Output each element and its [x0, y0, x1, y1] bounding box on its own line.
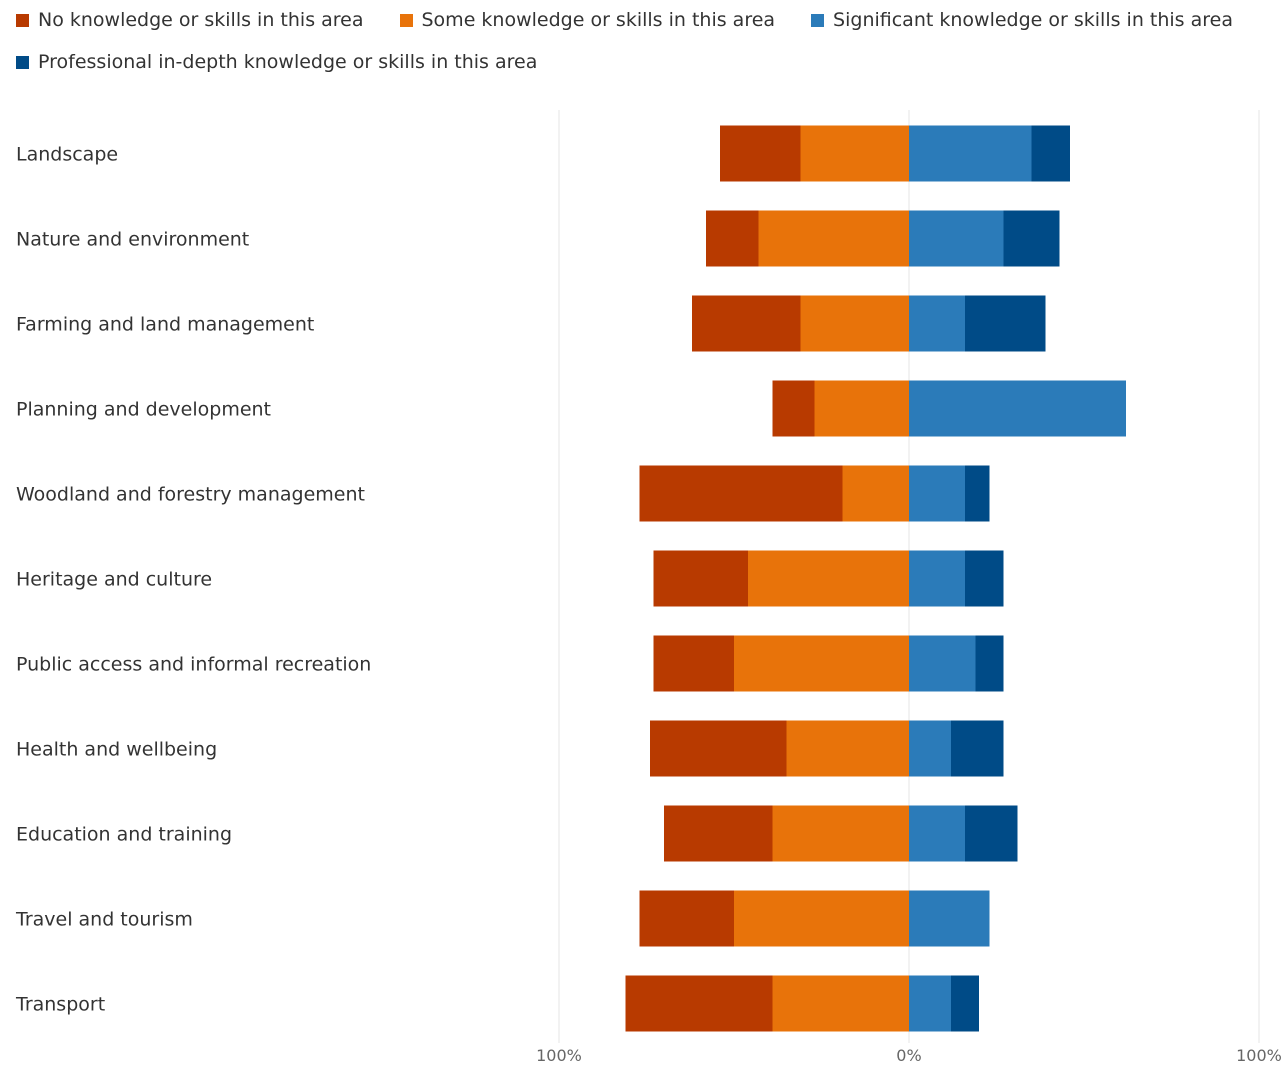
- category-label: Farming and land management: [16, 314, 314, 336]
- legend-swatch-some-knowledge: [399, 13, 413, 27]
- bar-segment-series-0-row-6[interactable]: [653, 635, 735, 692]
- bar-segment-series-1-row-2[interactable]: [800, 295, 910, 352]
- bar-segment-series-2-row-1[interactable]: [909, 210, 1004, 267]
- category-label: Heritage and culture: [16, 569, 212, 591]
- bar-segment-series-0-row-3[interactable]: [772, 380, 815, 437]
- bar-layer: [625, 125, 1126, 1032]
- legend-label-significant-knowledge: Significant knowledge or skills in this …: [833, 9, 1233, 31]
- bar-segment-series-3-row-10[interactable]: [951, 975, 979, 1032]
- category-label: Transport: [15, 994, 105, 1016]
- bar-segment-series-1-row-5[interactable]: [748, 550, 909, 607]
- bar-segment-series-2-row-4[interactable]: [909, 465, 965, 522]
- bar-segment-series-2-row-8[interactable]: [909, 805, 965, 862]
- bar-segment-series-2-row-2[interactable]: [909, 295, 965, 352]
- bar-segment-series-3-row-1[interactable]: [1003, 210, 1060, 267]
- bar-segment-series-3-row-4[interactable]: [965, 465, 990, 522]
- legend-label-no-knowledge: No knowledge or skills in this area: [38, 9, 364, 31]
- bar-segment-series-3-row-0[interactable]: [1031, 125, 1071, 182]
- category-label: Public access and informal recreation: [16, 654, 371, 676]
- legend-item-professional-knowledge[interactable]: Professional in-depth knowledge or skill…: [16, 51, 537, 73]
- legend-label-some-knowledge: Some knowledge or skills in this area: [421, 9, 776, 31]
- bar-segment-series-1-row-1[interactable]: [758, 210, 910, 267]
- bar-segment-series-2-row-5[interactable]: [909, 550, 965, 607]
- bar-segment-series-3-row-8[interactable]: [965, 805, 1018, 862]
- bar-segment-series-3-row-7[interactable]: [951, 720, 1004, 777]
- bar-segment-series-3-row-6[interactable]: [975, 635, 1004, 692]
- chart-legend: No knowledge or skills in this area Some…: [16, 6, 1276, 90]
- bar-segment-series-0-row-8[interactable]: [664, 805, 773, 862]
- category-label: Woodland and forestry management: [16, 484, 365, 506]
- bar-segment-series-1-row-3[interactable]: [814, 380, 910, 437]
- bar-segment-series-0-row-10[interactable]: [625, 975, 773, 1032]
- category-label: Health and wellbeing: [16, 739, 217, 761]
- legend-item-some-knowledge[interactable]: Some knowledge or skills in this area: [399, 9, 776, 31]
- legend-swatch-professional-knowledge: [16, 55, 29, 69]
- legend-item-no-knowledge[interactable]: No knowledge or skills in this area: [16, 9, 364, 31]
- legend-row-2: Professional in-depth knowledge or skill…: [16, 48, 1276, 76]
- bar-segment-series-2-row-3[interactable]: [909, 380, 1126, 437]
- legend-label-professional-knowledge: Professional in-depth knowledge or skill…: [38, 51, 538, 73]
- bar-segment-series-2-row-6[interactable]: [909, 635, 976, 692]
- bar-segment-series-1-row-10[interactable]: [772, 975, 910, 1032]
- x-tick-label: 0%: [896, 1046, 921, 1065]
- bar-segment-series-0-row-0[interactable]: [720, 125, 801, 182]
- category-label-layer: Landscape Nature and environment Farming a…: [15, 144, 371, 1016]
- category-label: Travel and tourism: [15, 909, 193, 931]
- bar-segment-series-1-row-0[interactable]: [800, 125, 910, 182]
- bar-segment-series-0-row-9[interactable]: [639, 890, 735, 947]
- bar-segment-series-0-row-2[interactable]: [692, 295, 801, 352]
- bar-segment-series-1-row-9[interactable]: [734, 890, 909, 947]
- tick-label-layer: 100% 0% 100%: [536, 1046, 1282, 1065]
- category-label: Planning and development: [16, 399, 271, 421]
- bar-segment-series-2-row-7[interactable]: [909, 720, 951, 777]
- x-tick-label: 100%: [536, 1046, 582, 1065]
- bar-segment-series-0-row-7[interactable]: [650, 720, 787, 777]
- legend-swatch-significant-knowledge: [811, 13, 825, 27]
- bar-segment-series-1-row-7[interactable]: [786, 720, 910, 777]
- bar-segment-series-1-row-8[interactable]: [772, 805, 910, 862]
- legend-swatch-no-knowledge: [16, 13, 29, 27]
- bar-segment-series-2-row-10[interactable]: [909, 975, 951, 1032]
- bar-segment-series-1-row-4[interactable]: [842, 465, 910, 522]
- category-label: Landscape: [16, 144, 118, 166]
- legend-row-1: No knowledge or skills in this area Some…: [16, 6, 1276, 34]
- legend-item-significant-knowledge[interactable]: Significant knowledge or skills in this …: [811, 9, 1233, 31]
- x-tick-label: 100%: [1236, 1046, 1282, 1065]
- bar-segment-series-2-row-0[interactable]: [909, 125, 1032, 182]
- bar-segment-series-3-row-2[interactable]: [965, 295, 1046, 352]
- bar-segment-series-1-row-6[interactable]: [734, 635, 909, 692]
- bar-segment-series-0-row-1[interactable]: [706, 210, 759, 267]
- category-label: Nature and environment: [16, 229, 249, 251]
- bar-segment-series-3-row-5[interactable]: [965, 550, 1004, 607]
- category-label: Education and training: [16, 824, 232, 846]
- bar-segment-series-0-row-4[interactable]: [639, 465, 843, 522]
- bar-segment-series-2-row-9[interactable]: [909, 890, 990, 947]
- bar-segment-series-0-row-5[interactable]: [653, 550, 749, 607]
